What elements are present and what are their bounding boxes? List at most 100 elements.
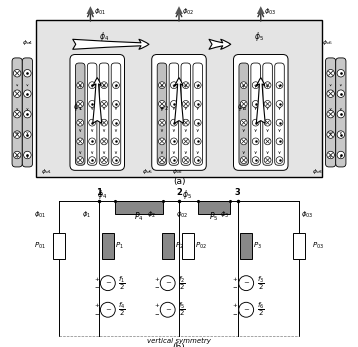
Circle shape <box>327 151 334 159</box>
Text: $\phi_4$: $\phi_4$ <box>99 30 109 43</box>
Circle shape <box>194 138 201 145</box>
Circle shape <box>252 138 259 145</box>
FancyBboxPatch shape <box>22 58 33 167</box>
Text: $\phi_{\sigma 2}$: $\phi_{\sigma 2}$ <box>172 167 183 176</box>
Bar <box>102 232 114 259</box>
Text: (a): (a) <box>173 177 185 186</box>
Text: ~: ~ <box>165 280 171 286</box>
Text: $\phi_{\sigma 4}$: $\phi_{\sigma 4}$ <box>22 38 33 47</box>
FancyBboxPatch shape <box>157 63 167 165</box>
FancyBboxPatch shape <box>193 63 203 165</box>
Circle shape <box>89 138 96 145</box>
Circle shape <box>264 119 271 126</box>
Text: $\dfrac{f_4}{2}$: $\dfrac{f_4}{2}$ <box>118 301 126 319</box>
Circle shape <box>240 82 247 88</box>
FancyBboxPatch shape <box>169 63 179 165</box>
Circle shape <box>13 90 21 98</box>
Text: +: + <box>154 277 159 281</box>
Circle shape <box>89 101 96 107</box>
Text: ~: ~ <box>105 280 111 286</box>
FancyBboxPatch shape <box>99 63 109 165</box>
Circle shape <box>159 82 165 88</box>
Circle shape <box>101 101 107 107</box>
Text: +: + <box>94 303 99 308</box>
Text: $\phi_{02}$: $\phi_{02}$ <box>183 7 195 17</box>
Bar <box>162 232 174 259</box>
FancyBboxPatch shape <box>263 63 272 165</box>
Text: $P_2$: $P_2$ <box>175 241 184 251</box>
Text: $\phi_1$: $\phi_1$ <box>82 210 91 220</box>
Circle shape <box>89 119 96 126</box>
Text: 2: 2 <box>176 188 182 197</box>
Circle shape <box>252 101 259 107</box>
Circle shape <box>183 82 189 88</box>
Bar <box>36 20 322 177</box>
Text: $\dfrac{f_2}{2}$: $\dfrac{f_2}{2}$ <box>178 274 186 292</box>
Text: −: − <box>154 285 159 290</box>
Circle shape <box>24 110 31 118</box>
Circle shape <box>264 138 271 145</box>
Bar <box>293 232 305 259</box>
Bar <box>53 232 65 259</box>
Circle shape <box>170 101 177 107</box>
Text: (b): (b) <box>173 343 185 347</box>
Circle shape <box>276 101 283 107</box>
Circle shape <box>24 90 31 98</box>
Circle shape <box>170 82 177 88</box>
Circle shape <box>276 138 283 145</box>
Circle shape <box>194 101 201 107</box>
Circle shape <box>101 138 107 145</box>
Text: $P_{02}$: $P_{02}$ <box>195 241 207 251</box>
Circle shape <box>159 119 165 126</box>
Circle shape <box>77 157 84 163</box>
Text: ~: ~ <box>243 280 249 286</box>
Circle shape <box>327 131 334 138</box>
Text: $\phi_{01}$: $\phi_{01}$ <box>34 210 46 220</box>
Text: −: − <box>233 285 237 290</box>
Circle shape <box>264 157 271 163</box>
Circle shape <box>112 82 119 88</box>
Text: +: + <box>94 277 99 281</box>
Bar <box>182 232 194 259</box>
Circle shape <box>13 69 21 77</box>
Circle shape <box>112 119 119 126</box>
Circle shape <box>194 82 201 88</box>
Circle shape <box>89 82 96 88</box>
Circle shape <box>327 90 334 98</box>
FancyBboxPatch shape <box>70 54 125 170</box>
Text: $P_4$: $P_4$ <box>134 210 144 223</box>
Circle shape <box>240 119 247 126</box>
Circle shape <box>24 69 31 77</box>
Circle shape <box>337 131 345 138</box>
Text: $\phi_3$: $\phi_3$ <box>220 210 229 220</box>
Text: +: + <box>233 277 237 281</box>
Text: 1: 1 <box>96 188 102 197</box>
FancyBboxPatch shape <box>76 63 85 165</box>
Text: $\phi_5$: $\phi_5$ <box>254 30 264 43</box>
Circle shape <box>112 138 119 145</box>
Text: $\phi_{\sigma 5}$: $\phi_{\sigma 5}$ <box>141 167 153 176</box>
Text: $P_{01}$: $P_{01}$ <box>34 241 46 251</box>
Circle shape <box>24 131 31 138</box>
Text: $\phi_{\sigma 3}$: $\phi_{\sigma 3}$ <box>312 167 323 176</box>
Circle shape <box>159 138 165 145</box>
Text: $P_{03}$: $P_{03}$ <box>312 241 324 251</box>
Circle shape <box>100 276 115 290</box>
Text: +: + <box>233 303 237 308</box>
Text: $\phi_4$: $\phi_4$ <box>97 188 107 201</box>
Circle shape <box>24 151 31 159</box>
Circle shape <box>183 119 189 126</box>
Text: ~: ~ <box>243 307 249 313</box>
FancyBboxPatch shape <box>181 63 190 165</box>
FancyBboxPatch shape <box>12 58 22 167</box>
Circle shape <box>276 119 283 126</box>
Text: $\phi_1$: $\phi_1$ <box>73 100 83 113</box>
FancyBboxPatch shape <box>251 63 260 165</box>
FancyBboxPatch shape <box>87 63 97 165</box>
Text: $\phi_3$: $\phi_3$ <box>237 100 247 113</box>
Circle shape <box>327 69 334 77</box>
Circle shape <box>112 101 119 107</box>
Circle shape <box>77 138 84 145</box>
Text: $\dfrac{f_5}{2}$: $\dfrac{f_5}{2}$ <box>178 301 186 319</box>
Circle shape <box>159 101 165 107</box>
